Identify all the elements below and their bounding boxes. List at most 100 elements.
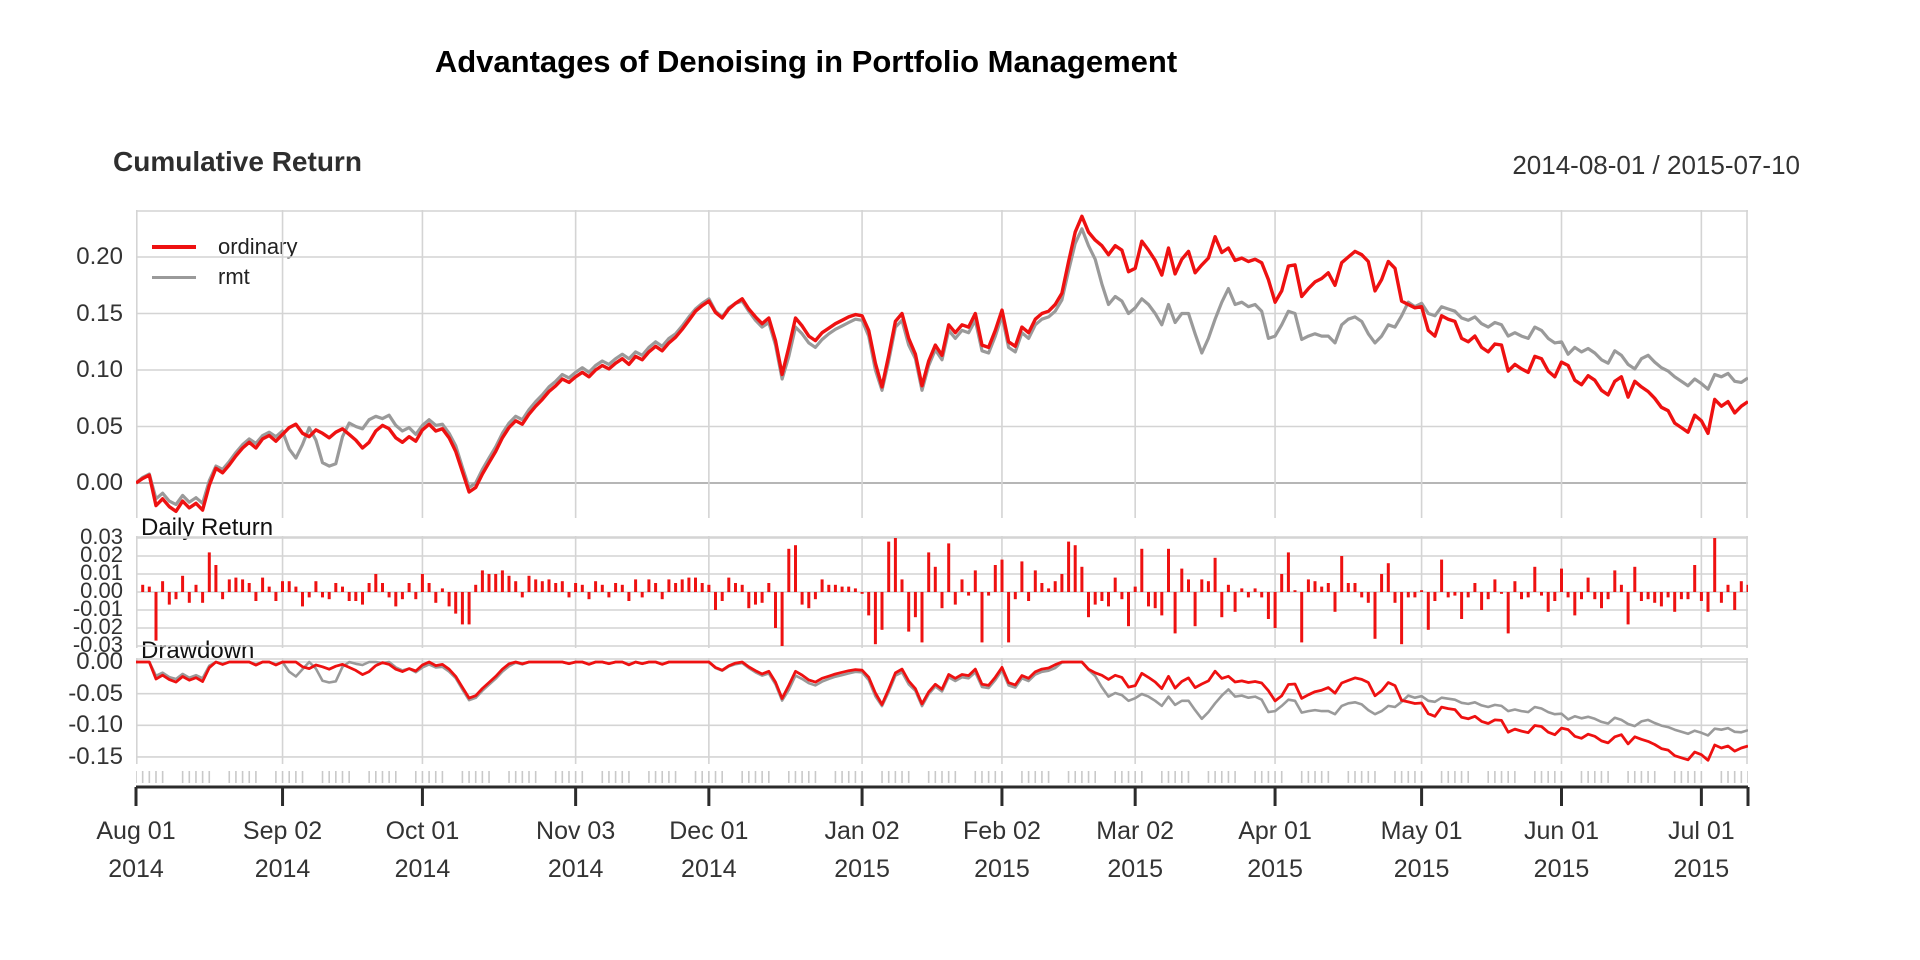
daily-return-bar	[1553, 592, 1557, 601]
daily-return-bar	[1200, 579, 1204, 592]
daily-return-bar	[1653, 592, 1657, 603]
daily-return-bar	[1326, 583, 1330, 592]
daily-return-bar	[960, 579, 964, 592]
y-tick-label: 0.05	[76, 412, 123, 440]
daily-return-bar	[1386, 563, 1390, 592]
daily-return-bar	[893, 538, 897, 592]
daily-return-bar	[1000, 559, 1004, 592]
daily-return-bar	[1366, 592, 1370, 603]
daily-return-bar	[1226, 584, 1230, 592]
daily-return-bar	[614, 583, 618, 592]
daily-return-bar	[520, 592, 524, 598]
daily-return-bar	[774, 592, 777, 628]
daily-return-bar	[187, 592, 191, 603]
daily-return-bar	[827, 584, 831, 592]
daily-return-panel	[136, 536, 1748, 648]
daily-return-bar	[833, 584, 837, 592]
daily-return-bar	[507, 575, 511, 592]
daily-return-bar	[1560, 568, 1563, 592]
y-tick-label: 0.20	[76, 243, 123, 270]
daily-return-bar	[620, 584, 624, 592]
daily-return-bar	[1060, 574, 1064, 592]
daily-return-bar	[1413, 592, 1417, 598]
ordinary-drawdown-line	[136, 660, 1748, 762]
daily-return-bar	[1659, 592, 1663, 607]
daily-return-bar	[1300, 592, 1304, 643]
daily-return-bar	[900, 579, 904, 592]
daily-return-bar	[647, 579, 651, 592]
daily-return-bar	[887, 541, 891, 592]
daily-return-bar	[607, 592, 611, 598]
daily-return-bar	[1240, 588, 1244, 592]
daily-return-bar	[640, 592, 644, 598]
daily-return-bar	[1493, 579, 1497, 592]
daily-return-bar	[1600, 592, 1603, 609]
daily-return-bar	[301, 592, 304, 607]
daily-return-bar	[600, 584, 604, 592]
daily-return-bar	[1107, 592, 1110, 607]
daily-return-bar	[1633, 566, 1637, 592]
daily-return-bar	[267, 586, 271, 592]
daily-return-bar	[1313, 581, 1317, 592]
daily-return-bar	[1506, 592, 1510, 634]
daily-return-bar	[1693, 565, 1697, 592]
daily-return-bar	[947, 543, 951, 592]
daily-return-bar	[587, 592, 591, 600]
daily-return-bar	[754, 592, 757, 605]
daily-return-bar	[820, 579, 824, 592]
daily-return-bar	[1273, 592, 1277, 628]
daily-return-bar	[760, 592, 764, 603]
daily-return-bar	[1586, 577, 1590, 592]
daily-return-bar	[580, 584, 584, 592]
daily-return-bar	[460, 592, 464, 625]
daily-return-bar	[181, 575, 185, 592]
daily-return-bar	[1073, 545, 1077, 592]
daily-return-bar	[727, 577, 731, 592]
daily-return-bar	[927, 552, 931, 592]
rmt-drawdown-line	[136, 660, 1748, 737]
daily-return-bar	[1087, 592, 1090, 618]
daily-return-bar	[287, 581, 291, 592]
daily-return-bar	[467, 592, 471, 625]
daily-return-bar	[1460, 592, 1464, 619]
legend-label-ordinary: ordinary	[218, 234, 298, 259]
daily-return-bar	[1220, 592, 1224, 618]
daily-return-bar	[1027, 592, 1031, 601]
daily-return-bar	[1480, 592, 1484, 610]
daily-return-bar	[1093, 592, 1097, 605]
daily-return-bar	[1673, 592, 1677, 612]
daily-return-bar	[1340, 556, 1344, 592]
daily-return-bar	[1173, 592, 1177, 634]
daily-return-bar	[1113, 577, 1117, 592]
daily-return-bar	[1160, 592, 1164, 616]
x-tick-label: Feb 02 2015	[963, 817, 1041, 883]
daily-return-bar	[227, 579, 231, 592]
daily-return-bar	[1280, 574, 1284, 592]
daily-return-bar	[687, 577, 691, 592]
y-tick-label: 0.00	[80, 578, 123, 603]
daily-return-bar	[307, 592, 311, 598]
cumulative-return-panel	[136, 210, 1748, 518]
daily-return-bar	[1613, 570, 1617, 592]
daily-return-bar	[514, 581, 518, 592]
legend: ordinary rmt	[152, 232, 297, 292]
daily-return-bar	[1020, 561, 1024, 592]
y-tick-label: -0.03	[72, 632, 123, 657]
daily-return-bar	[154, 592, 158, 641]
daily-return-bar	[1726, 584, 1730, 592]
daily-return-bar	[940, 592, 944, 609]
daily-return-bar	[1033, 570, 1037, 592]
daily-return-bar	[667, 579, 671, 592]
daily-return-bar	[201, 592, 205, 603]
ordinary-line	[136, 214, 1748, 513]
daily-return-bar	[567, 592, 571, 598]
daily-return-bar	[594, 581, 598, 592]
daily-return-bar	[1473, 583, 1477, 592]
daily-return-bar	[494, 574, 498, 592]
daily-return-bar	[167, 592, 171, 605]
daily-return-bar	[1573, 592, 1577, 616]
daily-return-bar	[953, 592, 957, 605]
daily-return-bar	[1213, 557, 1217, 592]
daily-return-bar	[400, 592, 404, 600]
daily-return-bar	[1619, 584, 1623, 592]
